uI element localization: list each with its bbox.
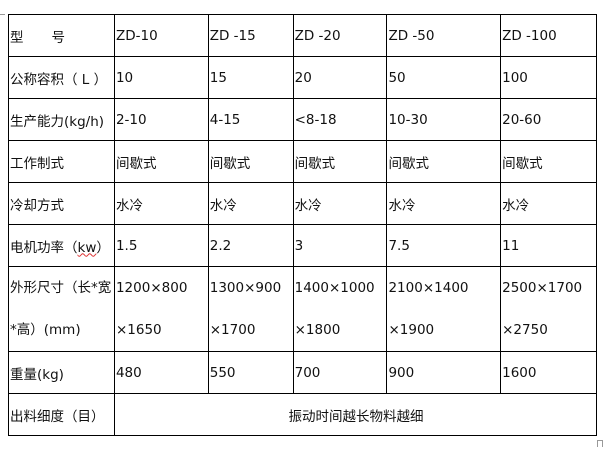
cell: 20 [292,56,388,99]
cell: 100 [500,56,597,99]
margin-mark [0,14,5,15]
cell: 1600 [500,351,597,394]
cell: 3 [292,224,388,267]
row-header: 型号 [8,14,115,57]
row-header: 电机功率（kw） [8,224,115,267]
cell: 480 [113,351,209,394]
cell: 20-60 [500,98,597,141]
row-header: 重量(kg) [8,351,115,394]
table-row: 生产能力(kg/h) 2-10 4-15 <8-18 10-30 20-60 [8,98,597,141]
cell: 间歇式 [500,140,597,183]
cell: 1300×900 ×1700 [207,266,294,352]
cell: 50 [386,56,502,99]
row-header: 公称容积（ L ） [8,56,115,99]
spellcheck-underline: kw [77,239,97,256]
cell: 900 [386,351,502,394]
table-row: 工作制式 间歇式 间歇式 间歇式 间歇式 间歇式 [8,140,597,183]
cell: 2500×1700 ×2750 [500,266,597,352]
cell: 15 [207,56,294,99]
cell: 4-15 [207,98,294,141]
row-header: 外形尺寸（长*宽 *高）(mm) [8,266,115,352]
table-row: 重量(kg) 480 550 700 900 1600 [8,351,597,394]
row-header: 冷却方式 [8,182,115,225]
cell: 1.5 [113,224,209,267]
cell: 11 [500,224,597,267]
table-row: 外形尺寸（长*宽 *高）(mm) 1200×800 ×1650 1300×900 ×1… [8,266,597,352]
cell: ZD -50 [386,14,502,57]
cell: 间歇式 [113,140,209,183]
cell: 10-30 [386,98,502,141]
cell: 间歇式 [207,140,294,183]
cell: <8-18 [292,98,388,141]
spec-table: 型号 ZD-10 ZD -15 ZD -20 ZD -50 ZD -100 公称… [8,14,598,436]
table-row: 冷却方式 水冷 水冷 水冷 水冷 水冷 [8,182,597,225]
cell: 水冷 [386,182,502,225]
cell: 1400×1000 ×1800 [292,266,388,352]
row-header: 工作制式 [8,140,115,183]
cell: 2-10 [113,98,209,141]
cell: 7.5 [386,224,502,267]
merged-cell: 振动时间越长物料越细 [113,393,598,436]
cell: 水冷 [292,182,388,225]
cell: 水冷 [113,182,209,225]
cell: 水冷 [500,182,597,225]
row-header: 生产能力(kg/h) [8,98,115,141]
cell: 1200×800 ×1650 [113,266,209,352]
table-row: 出料细度（目） 振动时间越长物料越细 [8,393,598,436]
paragraph-mark [597,440,603,447]
cell: 水冷 [207,182,294,225]
table-row: 型号 ZD-10 ZD -15 ZD -20 ZD -50 ZD -100 [8,14,597,57]
cell: ZD-10 [113,14,209,57]
cell: ZD -100 [500,14,597,57]
cell: 10 [113,56,209,99]
table-row: 电机功率（kw） 1.5 2.2 3 7.5 11 [8,224,597,267]
table-row: 公称容积（ L ） 10 15 20 50 100 [8,56,597,99]
cell: 间歇式 [292,140,388,183]
cell: ZD -20 [292,14,388,57]
cell: 2100×1400 ×1900 [386,266,502,352]
row-header: 出料细度（目） [8,393,115,436]
cell: ZD -15 [207,14,294,57]
cell: 700 [292,351,388,394]
cell: 间歇式 [386,140,502,183]
cell: 2.2 [207,224,294,267]
cell: 550 [207,351,294,394]
